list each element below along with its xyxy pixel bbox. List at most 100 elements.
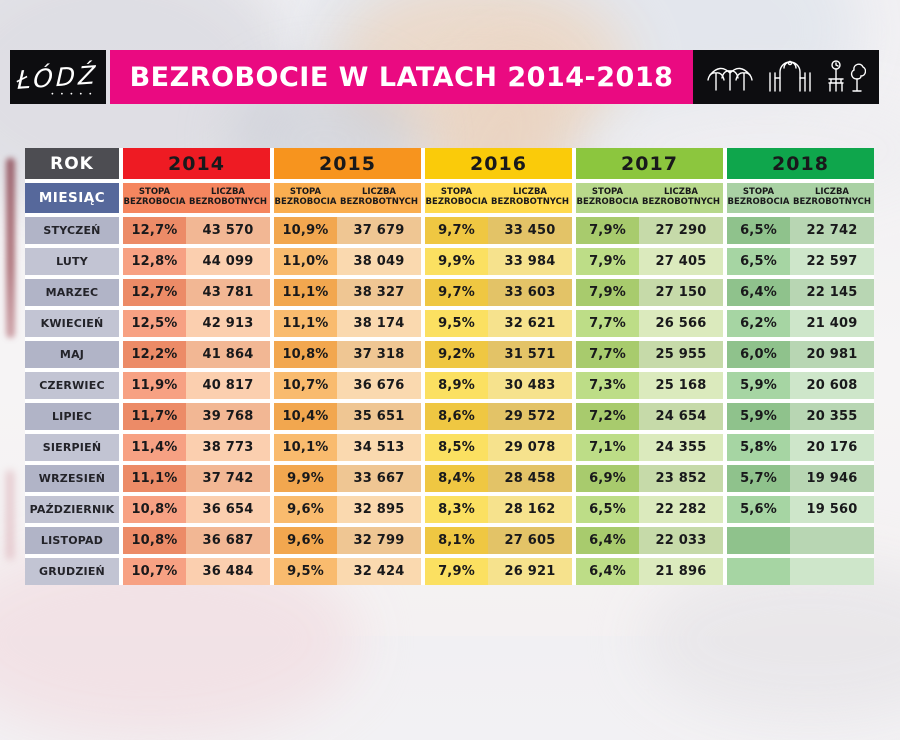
- stopa-value-cell: 6,4%: [727, 279, 790, 306]
- year-column-group: 7,9% 27 405: [576, 248, 723, 275]
- stopa-value-cell: 9,2%: [425, 341, 488, 368]
- month-cell: MARZEC: [25, 279, 119, 306]
- stopa-value-cell: 7,7%: [576, 310, 639, 337]
- stopa-value-cell: 6,0%: [727, 341, 790, 368]
- liczba-value-cell: 38 327: [337, 279, 421, 306]
- stopa-value-cell: 9,9%: [274, 465, 337, 492]
- month-cell: LIPIEC: [25, 403, 119, 430]
- year-column-group: 6,5% 22 282: [576, 496, 723, 523]
- liczba-value-cell: 20 981: [790, 341, 874, 368]
- title-banner: BEZROBOCIE W LATACH 2014-2018: [110, 50, 693, 104]
- liczba-value-cell: 27 605: [488, 527, 572, 554]
- year-column-group: 9,7% 33 603: [425, 279, 572, 306]
- liczba-value-cell: 39 768: [186, 403, 270, 430]
- year-column-group: 6,0% 20 981: [727, 341, 874, 368]
- year-column-group: 10,8% 37 318: [274, 341, 421, 368]
- year-column-group: 9,6% 32 895: [274, 496, 421, 523]
- liczba-header-cell: LICZBA BEZROBOTNYCH: [337, 183, 421, 213]
- year-column-group: STOPA BEZROBOCIA LICZBA BEZROBOTNYCH: [425, 183, 572, 213]
- year-column-group: 7,9% 27 290: [576, 217, 723, 244]
- year-column-group: 10,8% 36 654: [123, 496, 270, 523]
- year-column-group: 11,9% 40 817: [123, 372, 270, 399]
- month-cell: LISTOPAD: [25, 527, 119, 554]
- table-row: WRZESIEŃ 11,1% 37 742 9,9% 33 667 8,4% 28 458 6…: [25, 465, 874, 492]
- stopa-value-cell: 10,8%: [123, 496, 186, 523]
- stopa-value-cell: 6,5%: [576, 496, 639, 523]
- station-canopy-icon: [706, 59, 754, 95]
- year-column-group: STOPA BEZROBOCIA LICZBA BEZROBOTNYCH: [727, 183, 874, 213]
- stopa-value-cell: 6,2%: [727, 310, 790, 337]
- year-column-group: 10,9% 37 679: [274, 217, 421, 244]
- year-column-group: 6,4% 21 896: [576, 558, 723, 585]
- liczba-value-cell: 40 817: [186, 372, 270, 399]
- liczba-value-cell: 32 424: [337, 558, 421, 585]
- liczba-value-cell: 27 405: [639, 248, 723, 275]
- liczba-value-cell: 29 572: [488, 403, 572, 430]
- stopa-value-cell: 6,9%: [576, 465, 639, 492]
- year-column-group: 6,4% 22 033: [576, 527, 723, 554]
- year-column-group: 11,7% 39 768: [123, 403, 270, 430]
- liczba-value-cell: 34 513: [337, 434, 421, 461]
- lodz-city-logo: ŁÓDŹ • • • • •: [10, 50, 106, 104]
- stopa-value-cell: 12,7%: [123, 279, 186, 306]
- liczba-value-cell: 24 355: [639, 434, 723, 461]
- liczba-value-cell: 37 318: [337, 341, 421, 368]
- liczba-value-cell: 44 099: [186, 248, 270, 275]
- year-column-group: 9,9% 33 667: [274, 465, 421, 492]
- liczba-value-cell: 26 566: [639, 310, 723, 337]
- liczba-value-cell: 33 603: [488, 279, 572, 306]
- year-column-group: 12,2% 41 864: [123, 341, 270, 368]
- year-column-group: STOPA BEZROBOCIA LICZBA BEZROBOTNYCH: [576, 183, 723, 213]
- stopa-value-cell: 11,7%: [123, 403, 186, 430]
- table-row: LISTOPAD 10,8% 36 687 9,6% 32 799 8,1% 27 605 6…: [25, 527, 874, 554]
- liczba-header-cell: LICZBA BEZROBOTNYCH: [488, 183, 572, 213]
- stopa-value-cell: 5,6%: [727, 496, 790, 523]
- stopa-value-cell: 7,1%: [576, 434, 639, 461]
- liczba-value-cell: 33 450: [488, 217, 572, 244]
- liczba-value-cell: 36 654: [186, 496, 270, 523]
- liczba-value-cell: [790, 527, 874, 554]
- liczba-value-cell: 29 078: [488, 434, 572, 461]
- year-column-group: 7,7% 26 566: [576, 310, 723, 337]
- liczba-value-cell: 36 484: [186, 558, 270, 585]
- stopa-value-cell: 9,6%: [274, 496, 337, 523]
- liczba-value-cell: 27 290: [639, 217, 723, 244]
- year-column-group: 7,9% 26 921: [425, 558, 572, 585]
- liczba-value-cell: 43 781: [186, 279, 270, 306]
- year-column-group: 10,8% 36 687: [123, 527, 270, 554]
- liczba-value-cell: 42 913: [186, 310, 270, 337]
- stopa-value-cell: 5,9%: [727, 372, 790, 399]
- year-column-group: 11,1% 38 174: [274, 310, 421, 337]
- year-column-group: 5,6% 19 560: [727, 496, 874, 523]
- stopa-value-cell: 9,5%: [425, 310, 488, 337]
- year-column-group: [727, 558, 874, 585]
- liczba-value-cell: 21 409: [790, 310, 874, 337]
- liczba-value-cell: 27 150: [639, 279, 723, 306]
- stopa-value-cell: 12,8%: [123, 248, 186, 275]
- year-column-group: 8,4% 28 458: [425, 465, 572, 492]
- stopa-value-cell: 6,5%: [727, 217, 790, 244]
- stopa-value-cell: 8,6%: [425, 403, 488, 430]
- stopa-value-cell: 5,8%: [727, 434, 790, 461]
- stopa-header-cell: STOPA BEZROBOCIA: [274, 183, 337, 213]
- rok-header-cell: ROK: [25, 148, 119, 179]
- table-row: MARZEC 12,7% 43 781 11,1% 38 327 9,7% 33 603 7,…: [25, 279, 874, 306]
- stopa-value-cell: 10,7%: [274, 372, 337, 399]
- year-column-group: 6,2% 21 409: [727, 310, 874, 337]
- liczba-value-cell: 32 799: [337, 527, 421, 554]
- table-row: MAJ 12,2% 41 864 10,8% 37 318 9,2% 31 571 7,7% 2…: [25, 341, 874, 368]
- liczba-value-cell: 36 687: [186, 527, 270, 554]
- liczba-value-cell: 25 168: [639, 372, 723, 399]
- liczba-value-cell: 19 946: [790, 465, 874, 492]
- year-header-row: ROK 2014 2015 2016 2017 2018: [25, 148, 874, 179]
- year-column-group: 6,4% 22 145: [727, 279, 874, 306]
- stopa-value-cell: 7,7%: [576, 341, 639, 368]
- year-column-group: 11,1% 37 742: [123, 465, 270, 492]
- liczba-value-cell: 38 049: [337, 248, 421, 275]
- liczba-value-cell: 37 742: [186, 465, 270, 492]
- liczba-value-cell: 22 597: [790, 248, 874, 275]
- liczba-value-cell: 32 621: [488, 310, 572, 337]
- stopa-value-cell: 10,1%: [274, 434, 337, 461]
- column-header-row: MIESIĄC STOPA BEZROBOCIA LICZBA BEZROBOTNY…: [25, 183, 874, 213]
- liczba-value-cell: 22 145: [790, 279, 874, 306]
